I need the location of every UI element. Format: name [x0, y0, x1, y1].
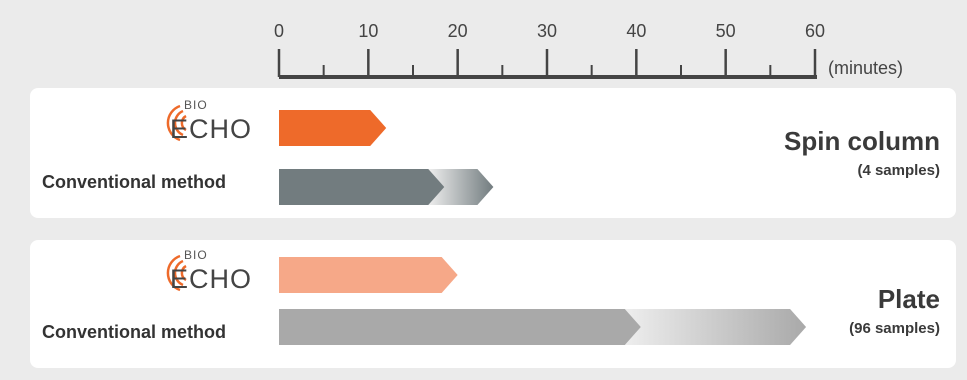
tick-label: 20	[448, 21, 468, 41]
logo-echo-text: ECHO	[170, 264, 253, 294]
time-axis: 0 10 20 30 40 50 60	[274, 21, 825, 79]
bioecho-logo: BIO ECHO	[154, 248, 274, 298]
tick-label: 0	[274, 21, 284, 41]
tick-label: 10	[358, 21, 378, 41]
group-subtitle: (96 samples)	[849, 320, 940, 337]
plate-panel: BIO ECHO Conventional method Plate (96 s…	[30, 240, 956, 368]
group-subtitle: (4 samples)	[857, 162, 940, 179]
axis-unit-label: (minutes)	[828, 58, 904, 78]
logo-arc-icon	[166, 104, 187, 142]
tick-label: 40	[626, 21, 646, 41]
spin-column-panel: BIO ECHO Conventional method Spin column…	[30, 88, 956, 218]
logo-bio-text: BIO	[184, 98, 208, 112]
logo-arc-icon	[166, 254, 187, 292]
group-title: Spin column	[784, 126, 940, 156]
tick-label: 30	[537, 21, 557, 41]
bioecho-logo: BIO ECHO	[154, 98, 274, 148]
conventional-method-label: Conventional method	[42, 322, 226, 342]
tick-label: 60	[805, 21, 825, 41]
logo-echo-text: ECHO	[170, 114, 253, 144]
group-title: Plate	[877, 284, 940, 314]
tick-label: 50	[716, 21, 736, 41]
logo-bio-text: BIO	[184, 248, 208, 262]
conventional-method-label: Conventional method	[42, 172, 226, 192]
